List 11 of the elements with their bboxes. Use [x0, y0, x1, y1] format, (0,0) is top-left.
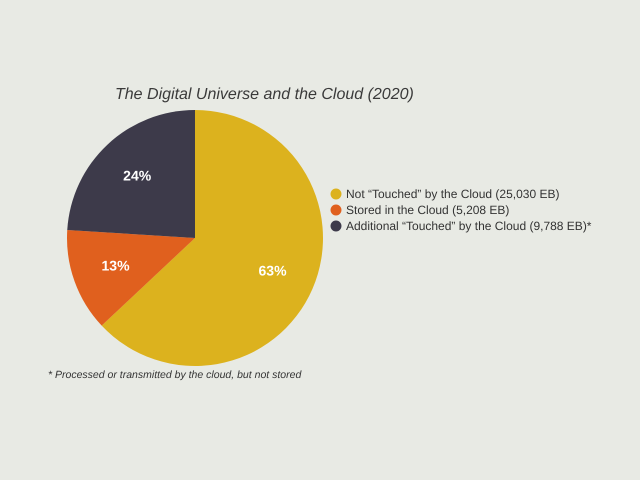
pie-slice	[67, 110, 195, 238]
pie-slice	[67, 230, 195, 326]
chart-title: The Digital Universe and the Cloud (2020)	[115, 86, 414, 103]
legend-label: Not “Touched” by the Cloud (25,030 EB)	[346, 187, 560, 201]
data-label: 13%	[102, 258, 130, 274]
legend-label: Additional “Touched” by the Cloud (9,788 EB)*	[346, 219, 592, 233]
data-label: 63%	[258, 262, 288, 279]
legend-label: Stored in the Cloud (5,208 EB)	[346, 203, 510, 217]
pie-slice	[102, 110, 323, 366]
data-label: 24%	[123, 167, 152, 184]
text: * Processed or transmitted by the cloud, but not stored	[48, 369, 302, 381]
